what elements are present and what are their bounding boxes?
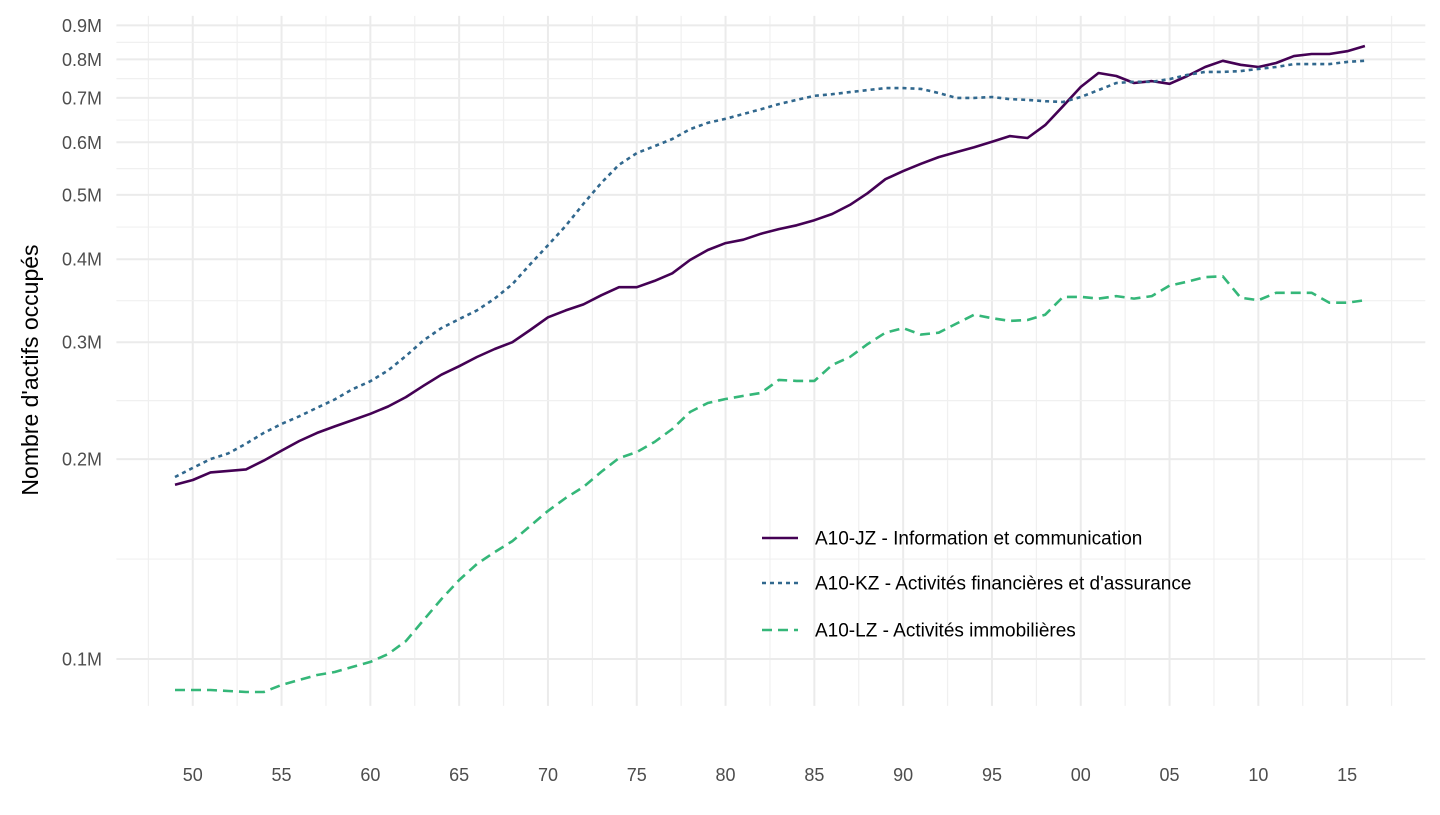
x-tick-label: 05 [1160, 765, 1180, 785]
legend-label: A10-KZ - Activités financières et d'assu… [815, 574, 1191, 595]
y-tick-label: 0.9M [62, 16, 102, 36]
legend-item: A10-KZ - Activités financières et d'assu… [762, 574, 1191, 595]
x-tick-label: 10 [1248, 765, 1268, 785]
y-tick-label: 0.1M [62, 650, 102, 670]
y-tick-label: 0.7M [62, 88, 102, 108]
series-line-2 [174, 59, 1365, 479]
x-tick-label: 90 [893, 765, 913, 785]
x-tick-label: 70 [538, 765, 558, 785]
x-tick-label: 00 [1071, 765, 1091, 785]
x-tick-label: 85 [804, 765, 824, 785]
legend-label: A10-LZ - Activités immobilières [815, 621, 1076, 642]
y-axis-tick-labels: 0.1M 0.2M 0.3M 0.4M 0.5M 0.6M 0.7M 0.8M 0.9M [62, 16, 102, 670]
y-tick-label: 0.5M [62, 185, 102, 205]
x-tick-label: 75 [627, 765, 647, 785]
x-tick-label: 80 [716, 765, 736, 785]
series-line-3 [175, 274, 1366, 694]
y-tick-label: 0.4M [62, 250, 102, 270]
y-tick-label: 0.8M [62, 50, 102, 70]
y-axis-title: Nombre d'actifs occupés [17, 244, 43, 495]
x-tick-label: 50 [183, 765, 203, 785]
series-line-1 [174, 44, 1366, 486]
y-tick-label: 0.2M [62, 450, 102, 470]
x-tick-label: 15 [1337, 765, 1357, 785]
x-tick-label: 60 [360, 765, 380, 785]
x-tick-label: 55 [272, 765, 292, 785]
y-tick-label: 0.3M [62, 333, 102, 353]
legend-item: A10-JZ - Information et communication [762, 529, 1142, 550]
grid-lines [116, 15, 1426, 706]
y-tick-label: 0.6M [62, 133, 102, 153]
series-lines [174, 44, 1366, 694]
x-tick-label: 65 [449, 765, 469, 785]
legend-item: A10-LZ - Activités immobilières [762, 621, 1076, 642]
x-tick-label: 95 [982, 765, 1002, 785]
legend-label: A10-JZ - Information et communication [815, 529, 1142, 550]
legend: A10-JZ - Information et communication A10… [762, 529, 1191, 642]
x-axis-tick-labels: 50 55 60 65 70 75 80 85 90 95 00 05 10 15 [183, 765, 1357, 785]
